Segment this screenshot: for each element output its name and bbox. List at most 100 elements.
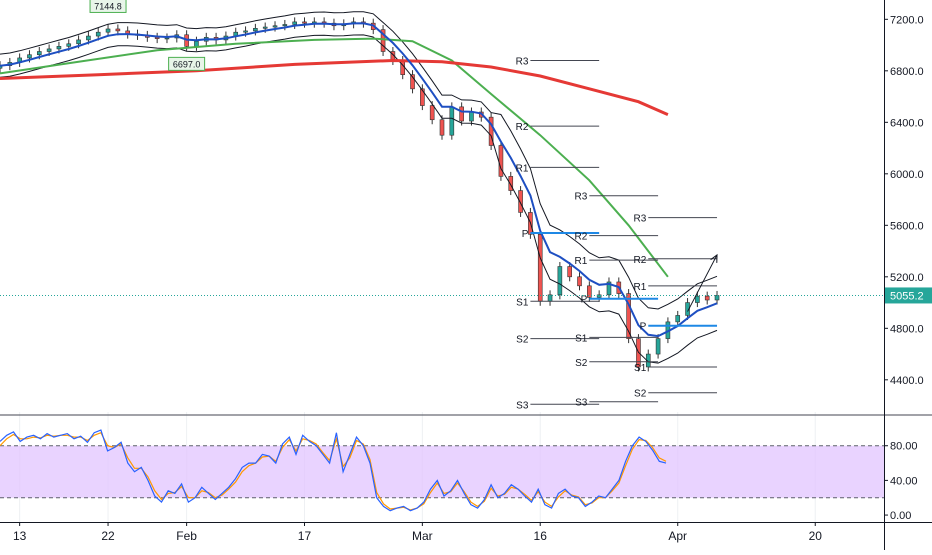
candle-body bbox=[714, 295, 720, 301]
time-tick-label: 13 bbox=[13, 529, 27, 543]
oscillator-main-line bbox=[0, 429, 667, 512]
oscillator-lines bbox=[0, 429, 667, 512]
candle-body bbox=[626, 293, 631, 339]
candle-body bbox=[655, 338, 661, 355]
pivot-label: S1 bbox=[575, 333, 588, 344]
candle-body bbox=[429, 105, 435, 121]
price-tick-label: 7200.0 bbox=[890, 14, 924, 26]
candle-body bbox=[262, 26, 268, 29]
oscillator-tick-label: 40.00 bbox=[890, 475, 918, 487]
candle-body bbox=[194, 40, 199, 47]
axes: 7200.0 6800.0 6400.0 6000.0 5600.0 5200.0 4800… bbox=[13, 14, 924, 543]
candle-body bbox=[86, 35, 91, 41]
price-tick-label: 4800.0 bbox=[890, 323, 924, 335]
candle-body bbox=[695, 295, 700, 303]
candle-body bbox=[46, 48, 52, 52]
price-tick-label: 6000.0 bbox=[890, 169, 924, 181]
candle-body bbox=[459, 106, 464, 122]
projection-arrow-line bbox=[687, 254, 718, 312]
price-pane bbox=[0, 0, 884, 412]
pivot-label: R2 bbox=[516, 122, 529, 133]
candle-body bbox=[36, 51, 42, 56]
price-tick-label: 6400.0 bbox=[890, 117, 924, 129]
price-callout-box bbox=[89, 0, 127, 13]
candle-body bbox=[380, 29, 386, 52]
pivot-label: P bbox=[522, 229, 529, 240]
pivot-label: R1 bbox=[633, 282, 646, 293]
pivot-label: R1 bbox=[575, 256, 588, 267]
candle-body bbox=[0, 65, 3, 69]
candle-body bbox=[56, 46, 62, 50]
candle-body bbox=[95, 31, 101, 37]
pivot-label: R3 bbox=[575, 192, 588, 203]
candle-body bbox=[606, 281, 612, 296]
pivot-label: R1 bbox=[516, 163, 529, 174]
candle-body bbox=[302, 21, 307, 24]
time-tick-label: Feb bbox=[176, 529, 197, 543]
red-moving-average bbox=[0, 58, 669, 116]
candle-body bbox=[66, 43, 72, 47]
pivot-label: R3 bbox=[633, 214, 646, 225]
candle-body bbox=[704, 295, 710, 301]
time-tick-label: 17 bbox=[298, 529, 312, 543]
oscillator-shaded-band bbox=[0, 445, 884, 498]
candle-body bbox=[577, 276, 582, 287]
candle-body bbox=[537, 234, 543, 302]
oscillator-tick-label: 80.00 bbox=[890, 441, 918, 453]
price-callout-text: 7144.8 bbox=[94, 1, 122, 11]
oscillator-band bbox=[0, 445, 884, 499]
upper-envelope-line bbox=[0, 11, 718, 310]
pivot-label: S2 bbox=[634, 389, 647, 400]
candle-body bbox=[105, 28, 111, 33]
candle-body bbox=[27, 54, 32, 59]
price-tick-label: 4400.0 bbox=[890, 375, 924, 387]
candle-body bbox=[164, 37, 170, 40]
pivot-label: S2 bbox=[516, 335, 529, 346]
blue-moving-average bbox=[0, 22, 718, 338]
candle-body bbox=[282, 24, 288, 27]
price-tick-label: 5600.0 bbox=[890, 220, 924, 232]
candle-body bbox=[508, 176, 514, 191]
candle-body bbox=[596, 294, 602, 298]
candle-body bbox=[400, 60, 406, 75]
pivot-label: S3 bbox=[516, 400, 529, 411]
candle-body bbox=[518, 190, 523, 213]
time-tick-label: Apr bbox=[668, 529, 687, 543]
price-tick-label: 6800.0 bbox=[890, 66, 924, 78]
candle-body bbox=[567, 266, 572, 278]
candle-body bbox=[253, 28, 258, 32]
time-tick-label: Mar bbox=[412, 529, 433, 543]
time-tick-label: 22 bbox=[101, 529, 115, 543]
pivot-label: R2 bbox=[575, 232, 588, 243]
pivot-label: R2 bbox=[633, 255, 646, 266]
candle-body bbox=[557, 266, 563, 296]
candle-body bbox=[115, 28, 121, 32]
candle-body bbox=[547, 294, 553, 302]
pivot-label: P bbox=[581, 295, 588, 306]
candle-body bbox=[675, 315, 681, 323]
candle-body bbox=[488, 116, 494, 146]
candle-body bbox=[420, 88, 425, 106]
candle-body bbox=[469, 111, 474, 122]
candle-body bbox=[439, 119, 445, 136]
candle-body bbox=[685, 302, 690, 316]
price-tick-label: 5200.0 bbox=[890, 272, 924, 284]
pivot-label: S1 bbox=[516, 297, 529, 308]
candle-body bbox=[587, 285, 592, 298]
moving-averages bbox=[0, 11, 718, 364]
time-tick-label: 20 bbox=[809, 529, 823, 543]
pivot-label: S2 bbox=[575, 358, 588, 369]
candle-body bbox=[449, 106, 455, 136]
candle-body bbox=[76, 39, 81, 45]
price-callout-text: 6697.0 bbox=[173, 59, 201, 69]
pivot-label: P bbox=[640, 322, 647, 333]
pivot-label: S1 bbox=[634, 363, 647, 374]
time-tick-label: 16 bbox=[534, 529, 548, 543]
candle-body bbox=[272, 25, 278, 28]
last-price-tag bbox=[885, 287, 932, 304]
pivot-label: R3 bbox=[516, 57, 529, 68]
candle-body bbox=[292, 21, 297, 25]
